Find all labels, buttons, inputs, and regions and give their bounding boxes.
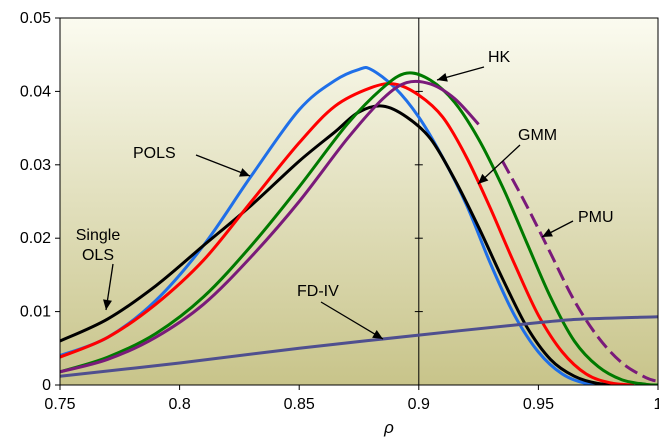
annotation-arrow-gmm [477, 144, 521, 185]
x-tick-label: 0.85 [284, 396, 315, 413]
series-line-gmm [60, 82, 635, 385]
annotation-arrow-fd-iv-head [372, 330, 383, 339]
annotation-arrow-single-ols-head [103, 299, 112, 310]
annotation-arrow-fd-iv-shaft [320, 301, 384, 340]
annotation-label-pmu: PMU [578, 209, 614, 226]
series-line-single-ols [60, 104, 623, 385]
annotation-label-gmm: GMM [518, 127, 557, 144]
plot-area-background [60, 18, 658, 385]
x-tick-label: 0.9 [408, 396, 430, 413]
series-line-pmu [60, 79, 480, 374]
y-tick-label: 0.02 [20, 230, 51, 247]
y-tick-label: 0.01 [20, 304, 51, 321]
series-line-pmu-dashed [501, 160, 658, 383]
annotation-arrow-hk [436, 66, 485, 82]
x-tick-label: 1 [654, 396, 659, 413]
annotation-arrow-fd-iv [320, 301, 384, 340]
plot-frame [59, 17, 659, 386]
x-tick-label: 0.75 [44, 396, 75, 413]
annotation-arrow-hk-head [437, 72, 448, 82]
annotation-label-single-ols: Single [76, 227, 121, 244]
annotation-arrow-gmm-head [478, 173, 489, 184]
annotation-label-single-ols: OLS [82, 247, 114, 264]
y-tick-label: 0 [42, 377, 51, 394]
x-tick-label: 0.8 [168, 396, 190, 413]
annotation-arrow-pmu-head [542, 228, 553, 237]
y-tick-label: 0.05 [20, 10, 51, 27]
annotation-label-hk: HK [488, 49, 511, 66]
series-line-fd-iv [60, 315, 658, 378]
annotation-arrow-pols [195, 154, 251, 177]
annotation-label-pols: POLS [133, 145, 176, 162]
y-tick-label: 0.03 [20, 157, 51, 174]
y-tick-label: 0.04 [20, 83, 51, 100]
x-axis-label: ρ [383, 418, 394, 437]
annotation-label-fd-iv: FD-IV [297, 283, 339, 300]
annotation-arrow-pols-head [239, 168, 250, 177]
x-tick-label: 0.95 [523, 396, 554, 413]
annotation-arrow-single-ols [103, 263, 114, 311]
annotation-arrow-pmu [541, 220, 574, 238]
